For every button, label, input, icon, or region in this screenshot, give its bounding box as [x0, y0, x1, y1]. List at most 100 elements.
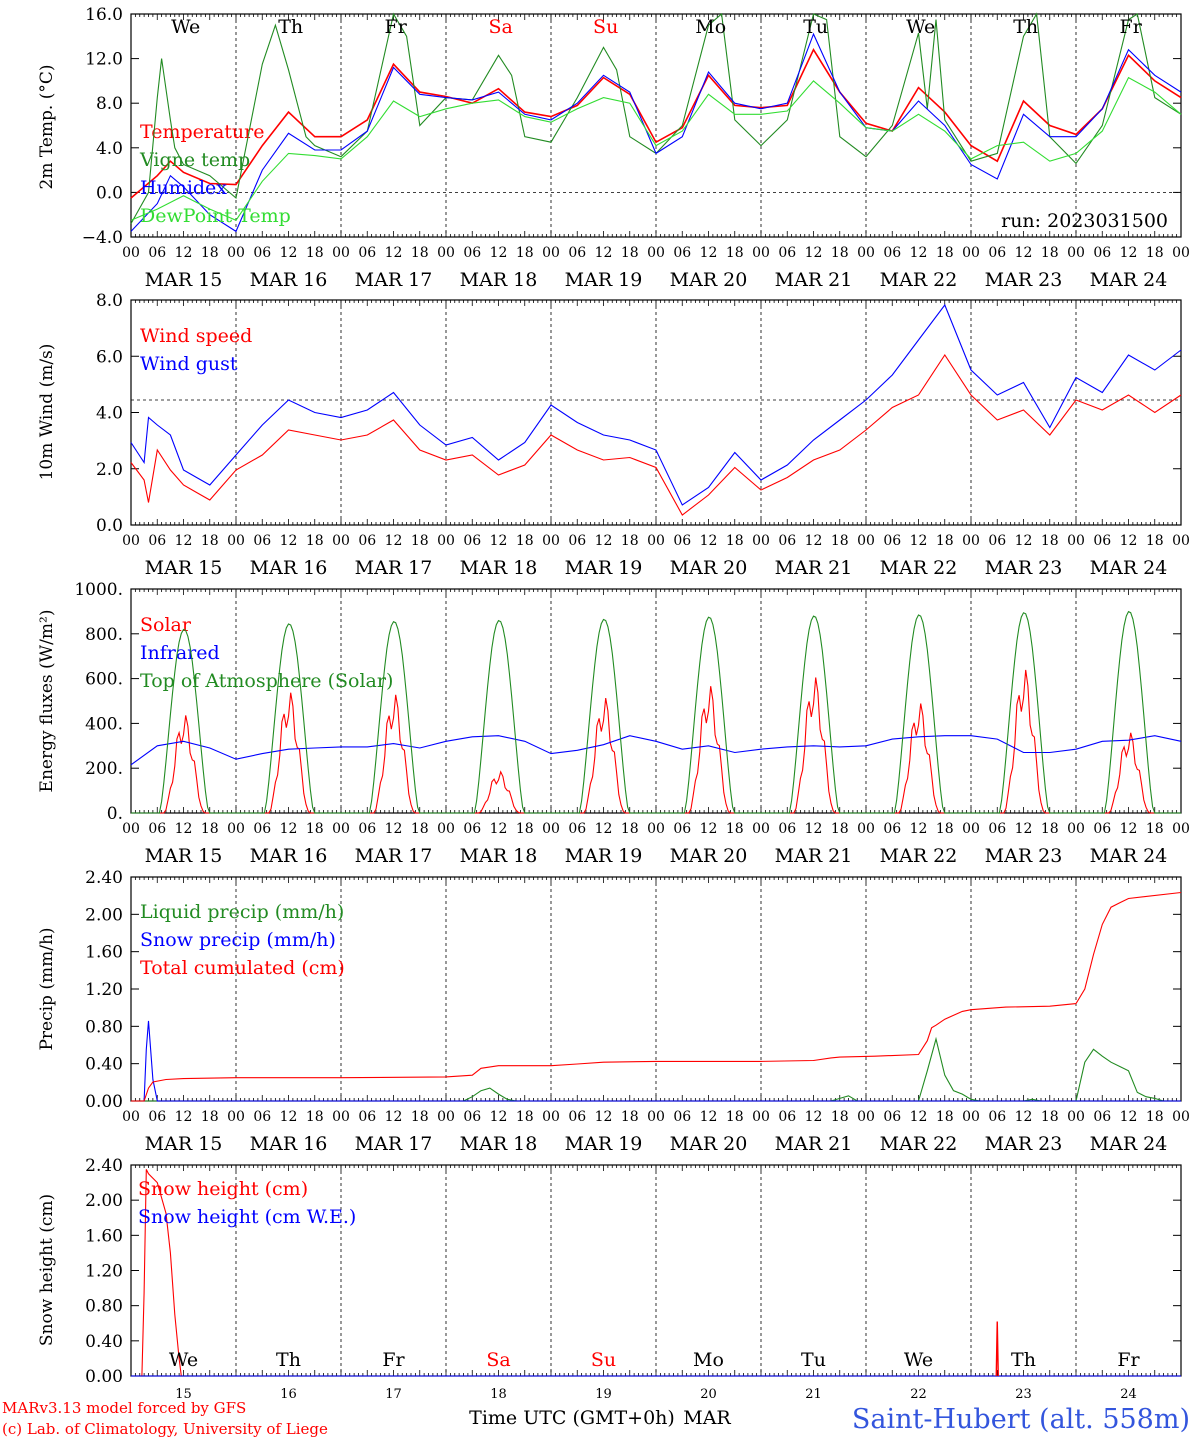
day-number-label: 19 — [595, 1387, 612, 1402]
hour-tick-label: 12 — [280, 1109, 298, 1125]
y-tick-label: 2.40 — [85, 868, 123, 888]
hour-tick-label: 06 — [568, 245, 586, 261]
hour-tick-label: 12 — [595, 1109, 613, 1125]
hour-tick-label: 06 — [883, 1109, 901, 1125]
hour-tick-label: 18 — [1041, 1109, 1059, 1125]
y-tick-label: 800. — [85, 625, 123, 645]
hour-tick-label: 00 — [122, 1109, 140, 1125]
date-label: MAR 19 — [565, 845, 643, 867]
date-label: MAR 19 — [565, 269, 643, 291]
hour-tick-label: 12 — [1120, 245, 1138, 261]
credit-line-2: (c) Lab. of Climatology, University of L… — [2, 1420, 328, 1438]
snow-spike — [995, 1321, 999, 1377]
weekday-label: We — [904, 1349, 933, 1371]
hour-tick-label: 06 — [673, 245, 691, 261]
hour-tick-label: 06 — [253, 821, 271, 837]
hour-tick-label: 00 — [857, 821, 875, 837]
date-label: MAR 23 — [985, 557, 1063, 579]
hour-tick-label: 12 — [595, 533, 613, 549]
hour-tick-label: 18 — [411, 533, 429, 549]
hour-tick-label: 00 — [227, 821, 245, 837]
date-label: MAR 22 — [880, 845, 958, 867]
hour-tick-label: 06 — [358, 1109, 376, 1125]
weekday-label: Mo — [693, 1349, 724, 1371]
date-label: MAR 17 — [355, 1133, 433, 1155]
hour-tick-label: 00 — [332, 533, 350, 549]
hour-tick-label: 18 — [411, 245, 429, 261]
date-label: MAR 15 — [145, 845, 223, 867]
day-number-label: 23 — [1015, 1387, 1032, 1402]
hour-tick-label: 18 — [726, 533, 744, 549]
hour-tick-label: 00 — [437, 245, 455, 261]
hour-tick-label: 00 — [227, 533, 245, 549]
date-label: MAR 24 — [1090, 269, 1168, 291]
hour-tick-label: 12 — [280, 821, 298, 837]
hour-tick-label: 00 — [542, 1109, 560, 1125]
panel-1: −4.0 0.0 4.0 8.0 12.0 16.0 2m Temp. (°C) Temper… — [37, 5, 1190, 291]
hour-tick-label: 00 — [227, 1109, 245, 1125]
hour-tick-label: 00 — [122, 245, 140, 261]
hour-tick-label: 18 — [306, 1109, 324, 1125]
y-tick-label: 2.40 — [85, 1156, 123, 1176]
hour-tick-label: 06 — [673, 821, 691, 837]
hour-tick-label: 06 — [148, 821, 166, 837]
date-label: MAR 19 — [565, 557, 643, 579]
hour-tick-label: 18 — [1041, 821, 1059, 837]
y-tick-label: 0.40 — [85, 1332, 123, 1352]
series-line-wind-gust — [130, 303, 1182, 506]
hour-tick-label: 18 — [1146, 533, 1164, 549]
hour-tick-label: 18 — [936, 245, 954, 261]
hour-tick-label: 12 — [1120, 533, 1138, 549]
panel-4: 0.00 0.40 0.80 1.20 1.60 2.00 2.40 Precip (mm/h… — [37, 868, 1190, 1155]
hour-tick-label: 06 — [358, 533, 376, 549]
y-tick-label: −4.0 — [82, 228, 123, 248]
series-line-humidex — [130, 32, 1182, 233]
date-label: MAR 21 — [775, 845, 853, 867]
hour-tick-label: 18 — [306, 533, 324, 549]
hour-tick-label: 12 — [385, 533, 403, 549]
date-label: MAR 22 — [880, 269, 958, 291]
hour-tick-label: 12 — [805, 1109, 823, 1125]
hour-tick-label: 12 — [280, 245, 298, 261]
date-label: MAR 21 — [775, 557, 853, 579]
hour-tick-label: 18 — [831, 533, 849, 549]
date-label: MAR 20 — [670, 1133, 748, 1155]
hour-tick-label: 00 — [227, 245, 245, 261]
hour-tick-label: 00 — [752, 1109, 770, 1125]
legend-entry: Liquid precip (mm/h) — [140, 901, 344, 923]
hour-tick-label: 18 — [201, 245, 219, 261]
date-label: MAR 17 — [355, 557, 433, 579]
hour-tick-label: 00 — [542, 245, 560, 261]
hour-tick-label: 00 — [122, 533, 140, 549]
hour-tick-label: 00 — [647, 533, 665, 549]
legend-entry: Snow precip (mm/h) — [140, 929, 336, 951]
panel-3: 0. 200. 400. 600. 800. 1000. Energy fluxes (W/… — [37, 580, 1190, 867]
hour-tick-label: 06 — [148, 533, 166, 549]
hour-tick-label: 18 — [516, 245, 534, 261]
series-line-top-of-atmosphere-solar- — [131, 610, 1181, 814]
hour-tick-label: 06 — [1093, 533, 1111, 549]
hour-tick-label: 18 — [831, 1109, 849, 1125]
hour-tick-label: 18 — [201, 533, 219, 549]
date-label: MAR 22 — [880, 1133, 958, 1155]
y-axis-title: Energy fluxes (W/m²) — [37, 610, 57, 793]
date-label: MAR 18 — [460, 1133, 538, 1155]
hour-tick-label: 12 — [1015, 245, 1033, 261]
y-tick-label: 4.0 — [96, 404, 123, 424]
x-axis-title: Time UTC (GMT+0h) — [469, 1407, 675, 1429]
panel-frame — [130, 299, 1182, 526]
y-tick-label: 12.0 — [85, 50, 123, 70]
hour-tick-label: 00 — [962, 533, 980, 549]
date-label: MAR 15 — [145, 1133, 223, 1155]
hour-tick-label: 12 — [175, 821, 193, 837]
day-number-label: 16 — [280, 1387, 297, 1402]
hour-tick-label: 06 — [148, 245, 166, 261]
hour-tick-label: 18 — [1041, 533, 1059, 549]
weekday-label: Mo — [695, 16, 726, 38]
y-tick-label: 1000. — [74, 580, 123, 600]
hour-tick-label: 00 — [122, 821, 140, 837]
hour-tick-label: 06 — [778, 245, 796, 261]
hour-tick-label: 06 — [673, 533, 691, 549]
y-tick-label: 16.0 — [85, 5, 123, 25]
